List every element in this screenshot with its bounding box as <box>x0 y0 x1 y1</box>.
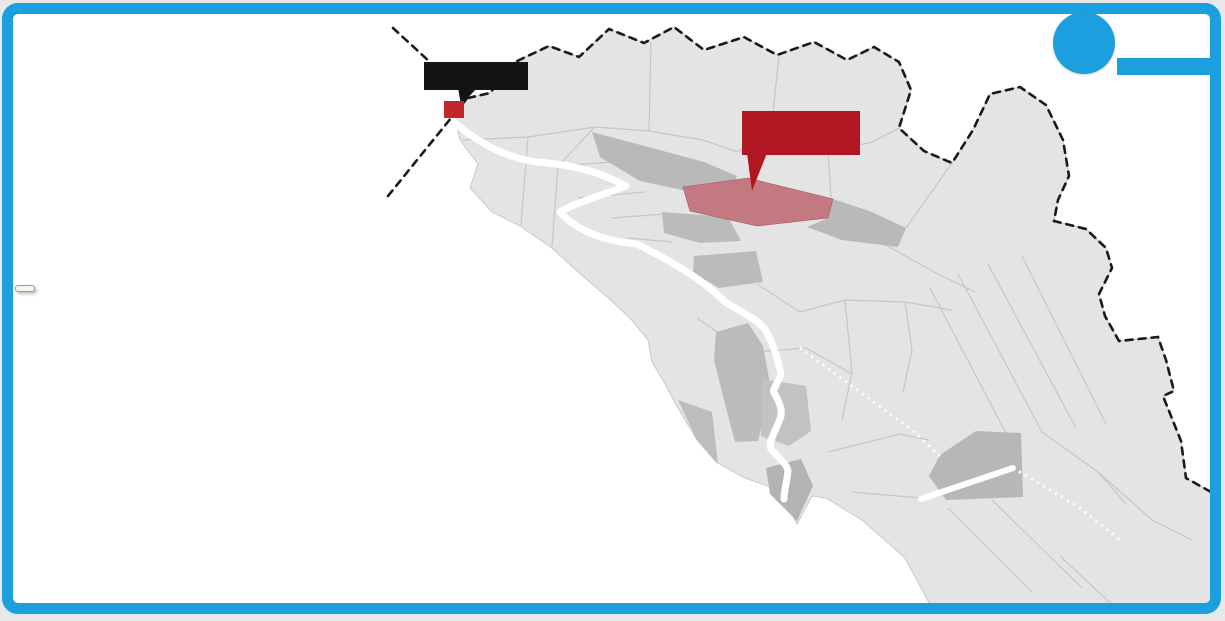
dark-district-sarsang-band <box>592 132 737 196</box>
dark-district-khurmala <box>766 459 813 521</box>
dark-district-akri-bueel <box>807 199 906 247</box>
chart-area-tooltip <box>15 285 35 292</box>
fishkabur-callout-pointer <box>458 88 477 105</box>
dark-district-guwaier <box>678 400 718 464</box>
dark-district-ain-sifni <box>693 251 763 288</box>
logo-banner-text <box>1117 58 1217 75</box>
pipeline-river-line <box>452 120 788 499</box>
border-dashed-turkey-iran <box>468 27 1211 492</box>
fishkabur-callout <box>424 62 528 90</box>
fishkabur-marker-square <box>444 101 464 118</box>
atrush-callout-pointer <box>747 153 767 191</box>
dark-district-taq-taq <box>929 431 1023 500</box>
dark-district-shaikan <box>662 212 741 243</box>
atrush-callout <box>742 111 860 155</box>
pipeline-taq-taq-line <box>921 468 1013 499</box>
pipeline-dotted-southeast <box>1013 468 1120 540</box>
draw-media-logo <box>1053 12 1217 80</box>
infographic-title <box>42 16 392 17</box>
logo-circle-icon <box>1053 12 1115 74</box>
dark-district-bardarash-strip <box>714 323 771 442</box>
